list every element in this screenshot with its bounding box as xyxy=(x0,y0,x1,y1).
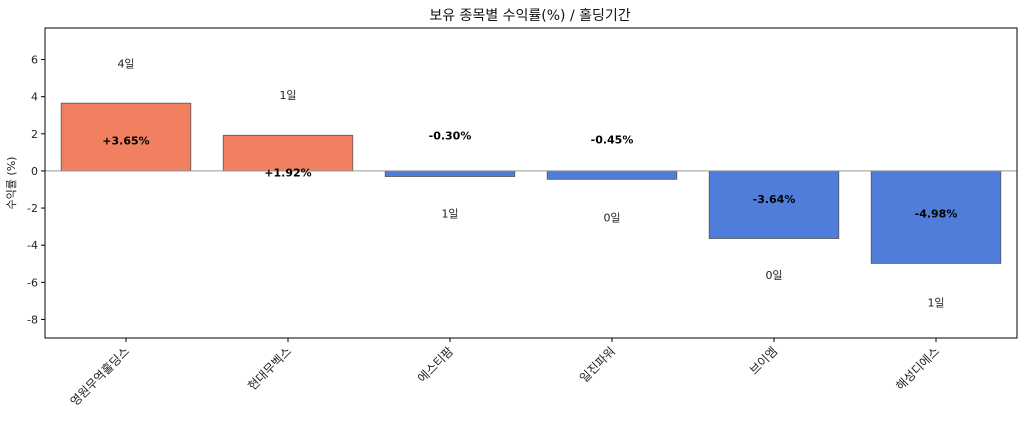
y-tick-label: -8 xyxy=(27,313,38,326)
value-label: -0.45% xyxy=(591,133,634,146)
value-label: -0.30% xyxy=(429,130,472,143)
y-tick-label: 2 xyxy=(31,128,38,141)
chart-title: 보유 종목별 수익률(%) / 홀딩기간 xyxy=(429,8,630,24)
y-axis-label: 수익률 (%) xyxy=(5,157,18,210)
bar-2 xyxy=(222,134,354,172)
y-tick-label: 6 xyxy=(31,54,38,67)
value-label: -3.64% xyxy=(753,193,796,206)
holding-days-label: 0일 xyxy=(603,210,620,224)
y-tick-label: -4 xyxy=(27,239,38,252)
holding-days-label: 0일 xyxy=(765,268,782,282)
holding-days-label: 4일 xyxy=(117,56,134,70)
x-tick-label: 일진파워 xyxy=(577,344,618,385)
bar-6 xyxy=(870,170,1002,264)
bar-labels-group: +3.65% 4일 +1.92% 1일 -0.30% 1일 -0.45% 0일 -3.64% 0일… xyxy=(102,56,957,309)
x-tick-label: 브이엠 xyxy=(747,344,780,377)
y-tick-label: 0 xyxy=(31,165,38,178)
y-axis-ticks: 6 4 2 0 -2 -4 -6 -8 xyxy=(27,54,45,326)
y-tick-label: 4 xyxy=(31,91,38,104)
bar-4 xyxy=(546,170,678,180)
holding-days-label: 1일 xyxy=(441,207,458,221)
value-label: -4.98% xyxy=(915,208,958,221)
plot-frame xyxy=(44,27,1018,339)
holding-days-label: 1일 xyxy=(927,296,944,310)
y-tick-label: -2 xyxy=(27,202,38,215)
bar-1 xyxy=(60,102,192,172)
y-tick-label: -6 xyxy=(27,276,38,289)
x-tick-label: 영원무역홀딩스 xyxy=(68,344,133,409)
x-axis-ticks: 영원무역홀딩스 현대무벡스 에스티팜 일진파워 브이엠 해성디에스 xyxy=(68,338,942,409)
x-tick-label: 해성디에스 xyxy=(893,344,942,393)
holding-days-label: 1일 xyxy=(279,88,296,102)
x-tick-label: 에스티팜 xyxy=(415,344,456,385)
bars-group xyxy=(60,102,1002,264)
x-tick-label: 현대무벡스 xyxy=(245,344,294,393)
bar-3 xyxy=(384,170,516,177)
value-label: +1.92% xyxy=(264,166,311,179)
value-label: +3.65% xyxy=(102,134,149,147)
